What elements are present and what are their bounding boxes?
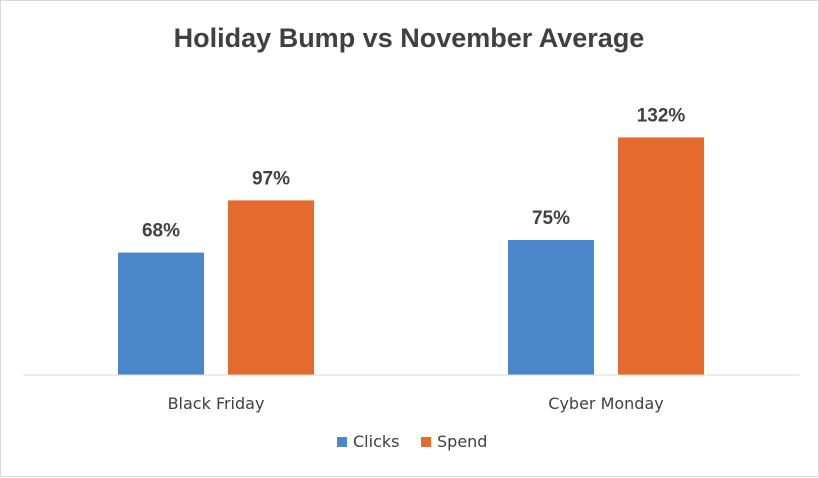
chart-title: Holiday Bump vs November Average (174, 23, 645, 53)
legend-label-spend: Spend (437, 432, 487, 451)
data-label-clicks-cyber-monday: 75% (532, 208, 570, 229)
legend-swatch-spend (421, 437, 431, 447)
data-label-spend-black-friday: 97% (252, 168, 290, 189)
bars-group (118, 137, 704, 375)
bar-spend-cyber-monday (618, 137, 704, 375)
bar-clicks-cyber-monday (508, 240, 594, 375)
category-label-cyber-monday: Cyber Monday (548, 394, 663, 413)
bar-spend-black-friday (228, 200, 314, 375)
category-label-black-friday: Black Friday (168, 394, 265, 413)
legend: Clicks Spend (337, 432, 487, 451)
data-labels-group: 68% 97% 75% 132% (142, 105, 685, 241)
category-labels-group: Black Friday Cyber Monday (168, 394, 664, 413)
data-label-spend-cyber-monday: 132% (637, 105, 686, 126)
bar-clicks-black-friday (118, 252, 204, 375)
legend-swatch-clicks (337, 437, 347, 447)
data-label-clicks-black-friday: 68% (142, 221, 180, 242)
legend-label-clicks: Clicks (353, 432, 399, 451)
